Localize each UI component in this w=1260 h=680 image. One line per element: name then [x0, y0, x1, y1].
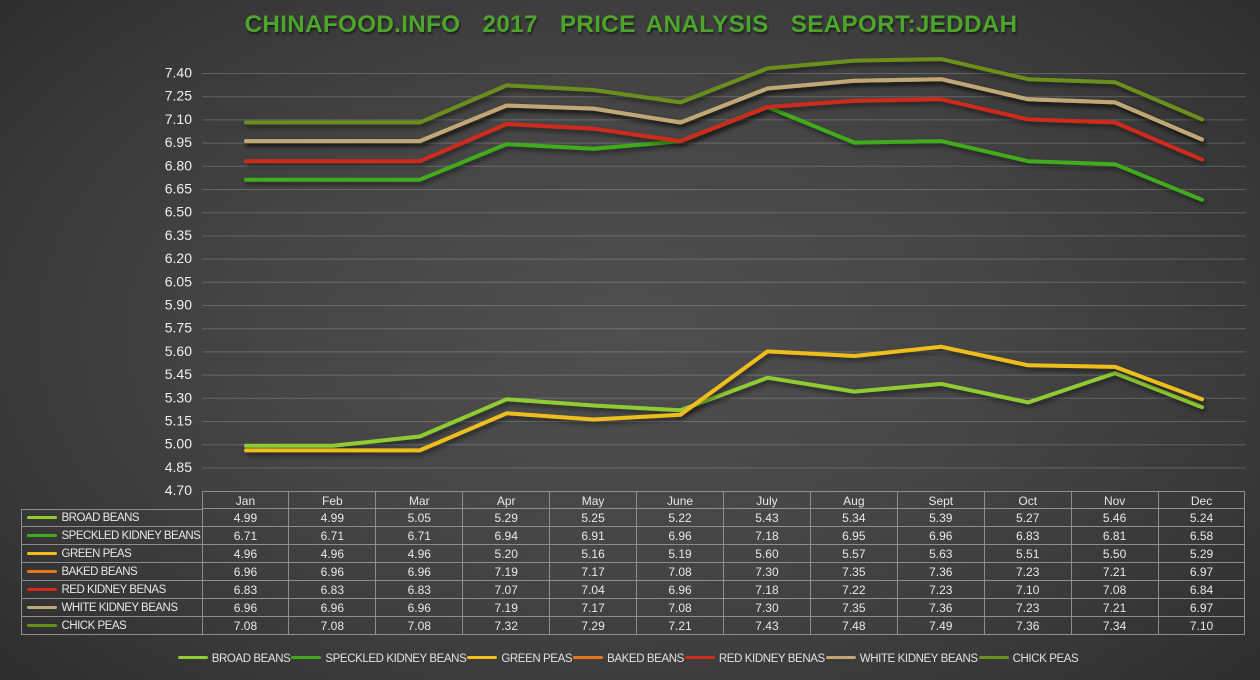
- svg-text:5.00: 5.00: [165, 436, 192, 452]
- svg-text:6.80: 6.80: [165, 157, 192, 173]
- svg-text:4.70: 4.70: [165, 482, 192, 498]
- svg-text:5.45: 5.45: [165, 366, 192, 382]
- svg-text:6.05: 6.05: [165, 273, 192, 289]
- svg-text:5.75: 5.75: [165, 320, 192, 336]
- svg-text:6.20: 6.20: [165, 250, 192, 266]
- svg-text:7.10: 7.10: [165, 111, 192, 127]
- svg-text:5.90: 5.90: [165, 297, 192, 313]
- svg-text:6.65: 6.65: [165, 181, 192, 197]
- svg-text:6.50: 6.50: [165, 204, 192, 220]
- svg-text:7.40: 7.40: [165, 65, 192, 81]
- svg-text:5.30: 5.30: [165, 389, 192, 405]
- svg-text:4.85: 4.85: [165, 459, 192, 475]
- svg-text:5.60: 5.60: [165, 343, 192, 359]
- svg-text:6.95: 6.95: [165, 134, 192, 150]
- svg-text:6.35: 6.35: [165, 227, 192, 243]
- svg-text:5.15: 5.15: [165, 413, 192, 429]
- svg-text:7.25: 7.25: [165, 88, 192, 104]
